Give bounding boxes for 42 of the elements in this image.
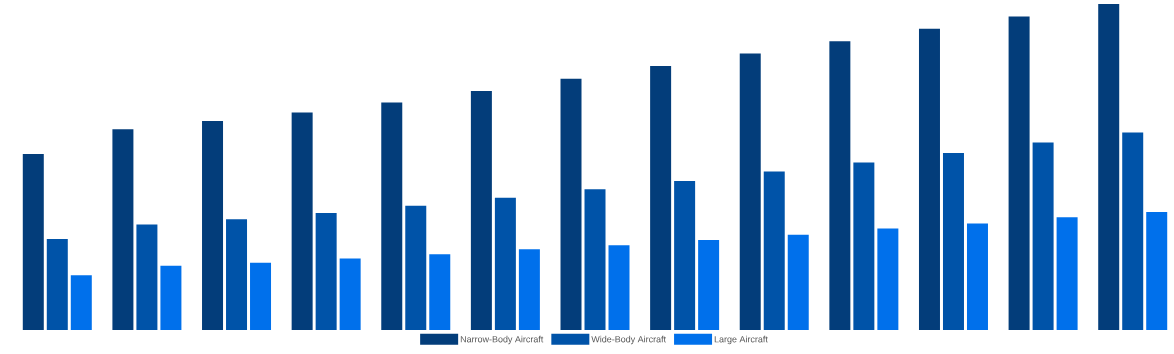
bar — [853, 162, 875, 330]
bar — [698, 240, 720, 330]
bar — [470, 91, 492, 330]
bar — [1122, 132, 1144, 330]
bar — [250, 262, 272, 330]
bar — [584, 189, 606, 330]
bar — [560, 78, 582, 330]
bar — [1008, 16, 1030, 330]
bar — [405, 205, 427, 330]
bar — [315, 212, 337, 330]
bar — [22, 153, 44, 330]
bar — [226, 219, 248, 330]
bar — [739, 53, 761, 330]
bar — [650, 65, 672, 330]
legend-label: Wide-Body Aircraft — [591, 335, 666, 345]
bar — [381, 102, 403, 330]
bar — [112, 129, 134, 330]
legend-label: Large Aircraft — [714, 335, 768, 345]
bar — [787, 234, 809, 330]
bar — [1146, 211, 1168, 330]
bar — [1032, 142, 1054, 330]
bar — [494, 197, 516, 330]
bar — [877, 228, 899, 330]
bar — [339, 258, 361, 330]
bar — [674, 181, 696, 330]
bar — [1098, 4, 1120, 330]
bar — [1056, 217, 1078, 330]
legend-label: Narrow-Body Aircraft — [460, 335, 544, 345]
bar — [763, 171, 785, 330]
bar — [46, 239, 68, 330]
bar — [136, 224, 158, 330]
bar — [918, 28, 940, 330]
bar — [518, 249, 540, 330]
bar — [429, 254, 451, 330]
bar — [291, 112, 313, 330]
bar — [942, 152, 964, 330]
bar — [160, 265, 182, 330]
bar — [608, 245, 630, 330]
bar — [966, 223, 988, 330]
bar — [829, 41, 851, 330]
bar — [70, 275, 92, 330]
bar — [202, 121, 224, 330]
